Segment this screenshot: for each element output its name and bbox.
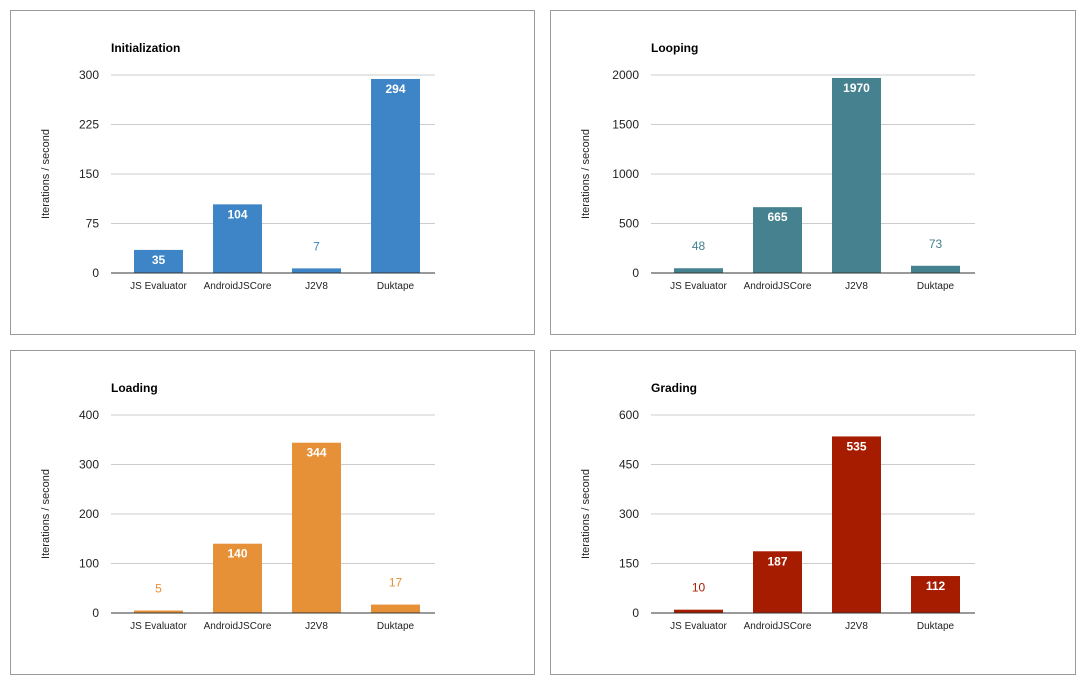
x-tick-label-js-evaluator: JS Evaluator — [130, 621, 187, 632]
x-tick-label-androidjscore: AndroidJSCore — [204, 281, 272, 292]
x-tick-label-androidjscore: AndroidJSCore — [744, 281, 812, 292]
x-tick-label-j2v8: J2V8 — [845, 621, 868, 632]
data-label-androidjscore: 104 — [227, 207, 247, 221]
data-label-j2v8: 7 — [313, 239, 320, 253]
data-label-duktape: 294 — [385, 82, 405, 96]
data-label-androidjscore: 140 — [227, 547, 247, 561]
data-label-j2v8: 344 — [306, 446, 326, 460]
y-tick-label: 500 — [619, 217, 639, 231]
data-label-duktape: 112 — [926, 579, 946, 593]
y-tick-label: 300 — [79, 68, 99, 82]
bar-androidjscore — [753, 207, 802, 273]
bar-js-evaluator — [674, 609, 723, 613]
y-axis-label: Iterations / second — [580, 469, 592, 559]
chart-loading: Loading Iterations / second 0 100 200 300 400 5… — [40, 381, 435, 632]
data-label-androidjscore: 187 — [767, 554, 787, 568]
chart-title: Loading — [111, 381, 158, 395]
bar-duktape — [371, 604, 420, 613]
data-label-j2v8: 1970 — [843, 81, 870, 95]
y-tick-label: 0 — [632, 606, 639, 620]
bar-js-evaluator — [674, 268, 723, 273]
bar-j2v8 — [832, 77, 881, 273]
x-tick-label-j2v8: J2V8 — [305, 621, 328, 632]
bar-androidjscore — [753, 551, 802, 613]
y-tick-label: 1000 — [612, 167, 639, 181]
bar-js-evaluator — [134, 249, 183, 273]
data-label-js-evaluator: 5 — [155, 582, 162, 596]
bar-j2v8 — [292, 268, 341, 273]
x-tick-label-duktape: Duktape — [917, 281, 955, 292]
x-tick-label-js-evaluator: JS Evaluator — [670, 621, 727, 632]
bar-duktape — [371, 78, 420, 274]
chart-looping: Looping Iterations / second 0 500 1000 1500 20… — [580, 41, 975, 292]
data-label-duktape: 73 — [929, 237, 943, 251]
x-tick-label-duktape: Duktape — [377, 281, 415, 292]
y-tick-label: 450 — [619, 458, 639, 472]
data-label-js-evaluator: 48 — [692, 239, 706, 253]
data-label-duktape: 17 — [389, 576, 403, 590]
x-tick-label-duktape: Duktape — [917, 621, 955, 632]
chart-panel-loading: Loading Iterations / second 0 100 200 300 400 5… — [10, 350, 535, 675]
x-tick-label-js-evaluator: JS Evaluator — [130, 281, 187, 292]
y-tick-label: 600 — [619, 408, 639, 422]
chart-title: Initialization — [111, 41, 180, 55]
y-tick-label: 150 — [79, 167, 99, 181]
y-tick-label: 0 — [92, 266, 99, 280]
chart-panel-looping: Looping Iterations / second 0 500 1000 1500 20… — [550, 10, 1076, 335]
data-label-j2v8: 535 — [846, 439, 866, 453]
bar-duktape — [911, 265, 960, 273]
y-axis-label: Iterations / second — [40, 469, 52, 559]
y-axis-label: Iterations / second — [40, 129, 52, 219]
chart-panel-grading: Grading Iterations / second 0 150 300 450 600 1… — [550, 350, 1076, 675]
x-tick-label-js-evaluator: JS Evaluator — [670, 281, 727, 292]
y-tick-label: 100 — [79, 557, 99, 571]
y-tick-label: 400 — [79, 408, 99, 422]
data-label-androidjscore: 665 — [767, 210, 787, 224]
y-tick-label: 200 — [79, 507, 99, 521]
chart-grading: Grading Iterations / second 0 150 300 450 600 1… — [580, 381, 975, 632]
x-tick-label-androidjscore: AndroidJSCore — [204, 621, 272, 632]
bar-j2v8 — [292, 442, 341, 613]
y-tick-label: 150 — [619, 557, 639, 571]
bar-androidjscore — [213, 204, 262, 273]
chart-panel-initialization: Initialization Iterations / second 0 75 150 2… — [10, 10, 535, 335]
y-tick-label: 0 — [632, 266, 639, 280]
x-tick-label-duktape: Duktape — [377, 621, 415, 632]
x-tick-label-androidjscore: AndroidJSCore — [744, 621, 812, 632]
chart-title: Grading — [651, 381, 697, 395]
y-tick-label: 225 — [79, 118, 99, 132]
data-label-js-evaluator: 35 — [152, 253, 166, 267]
bar-androidjscore — [213, 543, 262, 613]
y-axis-label: Iterations / second — [580, 129, 592, 219]
chart-initialization: Initialization Iterations / second 0 75 150 2… — [40, 41, 435, 292]
bar-j2v8 — [832, 436, 881, 613]
bar-js-evaluator — [134, 610, 183, 613]
chart-title: Looping — [651, 41, 698, 55]
x-tick-label-j2v8: J2V8 — [305, 281, 328, 292]
y-tick-label: 75 — [86, 217, 100, 231]
y-tick-label: 300 — [619, 507, 639, 521]
y-tick-label: 1500 — [612, 118, 639, 132]
y-tick-label: 300 — [79, 458, 99, 472]
x-tick-label-j2v8: J2V8 — [845, 281, 868, 292]
y-tick-label: 2000 — [612, 68, 639, 82]
bar-duktape — [911, 576, 960, 613]
y-tick-label: 0 — [92, 606, 99, 620]
data-label-js-evaluator: 10 — [692, 581, 706, 595]
